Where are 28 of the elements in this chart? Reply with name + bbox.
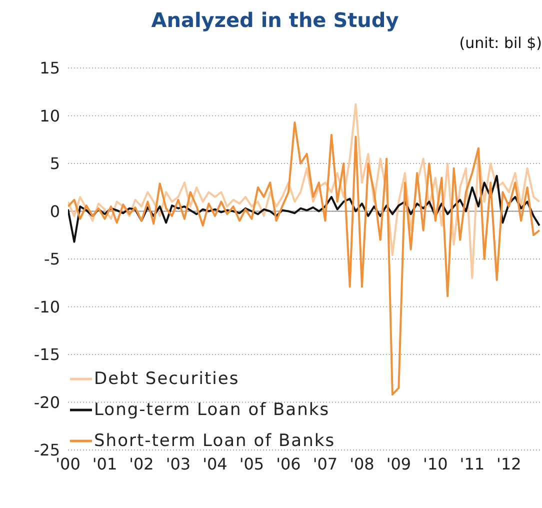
y-tick-label: -15 (34, 345, 60, 364)
x-tick-label: '10 (423, 454, 448, 474)
line-series (68, 103, 540, 280)
x-tick-label: '09 (386, 454, 412, 474)
line-series (68, 121, 540, 396)
y-tick-label: 15 (40, 58, 60, 78)
y-tick-label: -10 (34, 297, 60, 316)
legend-label: Short-term Loan of Banks (94, 430, 336, 450)
x-tick-label: '01 (92, 454, 118, 474)
x-tick-label: '03 (166, 454, 191, 474)
legend-label: Debt Securities (94, 368, 240, 388)
x-tick-label: '07 (312, 454, 338, 474)
x-tick-label: '08 (350, 454, 374, 474)
y-tick-label: 5 (50, 154, 60, 174)
y-tick-label: -5 (44, 250, 60, 269)
y-tick-label: 10 (40, 106, 60, 126)
line-series (68, 174, 540, 243)
legend-label: Long-term Loan of Banks (94, 400, 330, 420)
text: (unit: bil $) (458, 34, 542, 54)
y-tick-label: -20 (34, 392, 60, 412)
x-tick-label: '12 (496, 454, 522, 474)
x-tick-label: '06 (276, 454, 301, 474)
y-tick-label: 0 (50, 202, 60, 221)
x-tick-label: '04 (202, 454, 228, 474)
x-tick-label: '02 (129, 454, 154, 474)
x-tick-label: '05 (239, 454, 264, 474)
chart-title: Analyzed in the Study (150, 8, 400, 34)
x-tick-label: '11 (460, 454, 485, 474)
